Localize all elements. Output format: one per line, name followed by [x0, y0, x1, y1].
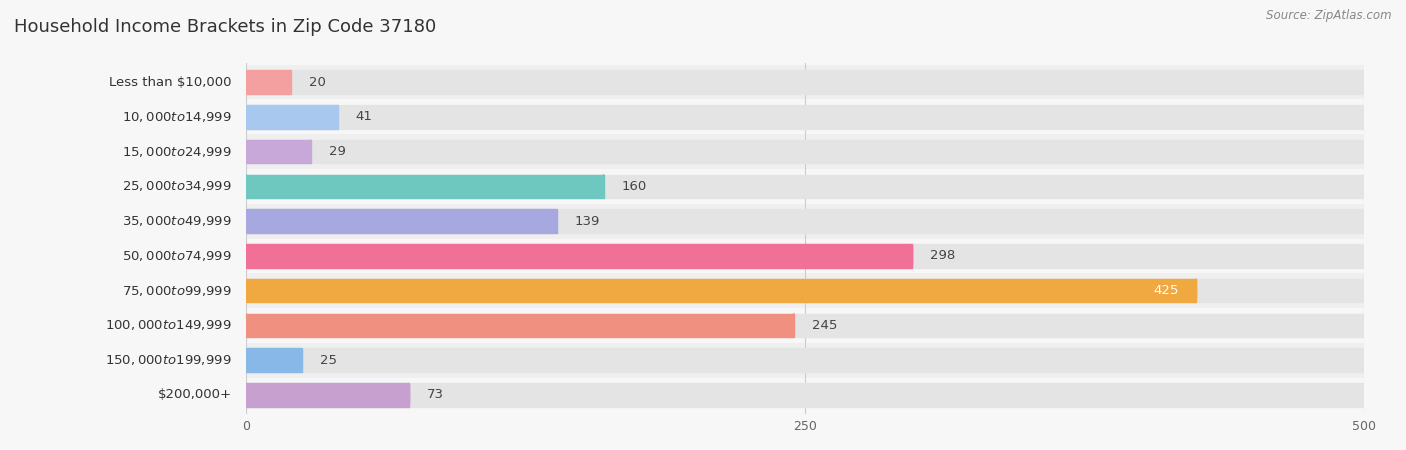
Text: 245: 245 [811, 319, 837, 332]
Text: $100,000 to $149,999: $100,000 to $149,999 [105, 319, 232, 333]
Bar [246, 238, 1364, 273]
Text: 425: 425 [1153, 284, 1178, 297]
Bar [246, 314, 1364, 337]
Text: $10,000 to $14,999: $10,000 to $14,999 [122, 110, 232, 124]
Text: 298: 298 [931, 249, 955, 262]
Text: 25: 25 [319, 354, 337, 367]
Bar [246, 383, 409, 407]
Bar [246, 383, 1364, 407]
Bar [246, 70, 291, 94]
Bar [246, 140, 311, 163]
Bar [246, 169, 1364, 204]
Text: Source: ZipAtlas.com: Source: ZipAtlas.com [1267, 9, 1392, 22]
Text: 139: 139 [575, 215, 600, 228]
Bar [246, 348, 302, 372]
Text: $35,000 to $49,999: $35,000 to $49,999 [122, 214, 232, 228]
Bar [246, 273, 1364, 308]
Text: 41: 41 [356, 110, 373, 123]
Bar [246, 175, 603, 198]
Bar [246, 204, 1364, 238]
Bar [246, 343, 1364, 378]
Bar [246, 209, 557, 233]
Bar [246, 244, 1364, 268]
Text: $200,000+: $200,000+ [157, 388, 232, 401]
Bar [246, 105, 1364, 129]
Bar [246, 134, 1364, 169]
Text: Less than $10,000: Less than $10,000 [110, 76, 232, 89]
Text: 29: 29 [329, 145, 346, 158]
Text: 160: 160 [621, 180, 647, 193]
Text: $15,000 to $24,999: $15,000 to $24,999 [122, 144, 232, 158]
Bar [246, 279, 1197, 302]
Bar [246, 70, 1364, 94]
Text: $75,000 to $99,999: $75,000 to $99,999 [122, 284, 232, 297]
Text: $50,000 to $74,999: $50,000 to $74,999 [122, 249, 232, 263]
Text: 73: 73 [427, 388, 444, 401]
Bar [246, 99, 1364, 134]
Bar [246, 65, 1364, 99]
Text: Household Income Brackets in Zip Code 37180: Household Income Brackets in Zip Code 37… [14, 18, 436, 36]
Text: $25,000 to $34,999: $25,000 to $34,999 [122, 180, 232, 194]
Bar [246, 140, 1364, 163]
Bar [246, 209, 1364, 233]
Text: 20: 20 [309, 76, 326, 89]
Bar [246, 105, 337, 129]
Bar [246, 378, 1364, 412]
Bar [246, 175, 1364, 198]
Bar [246, 308, 1364, 343]
Bar [246, 314, 794, 337]
Bar [246, 279, 1364, 302]
Text: $150,000 to $199,999: $150,000 to $199,999 [105, 353, 232, 367]
Bar [246, 244, 912, 268]
Bar [246, 348, 1364, 372]
